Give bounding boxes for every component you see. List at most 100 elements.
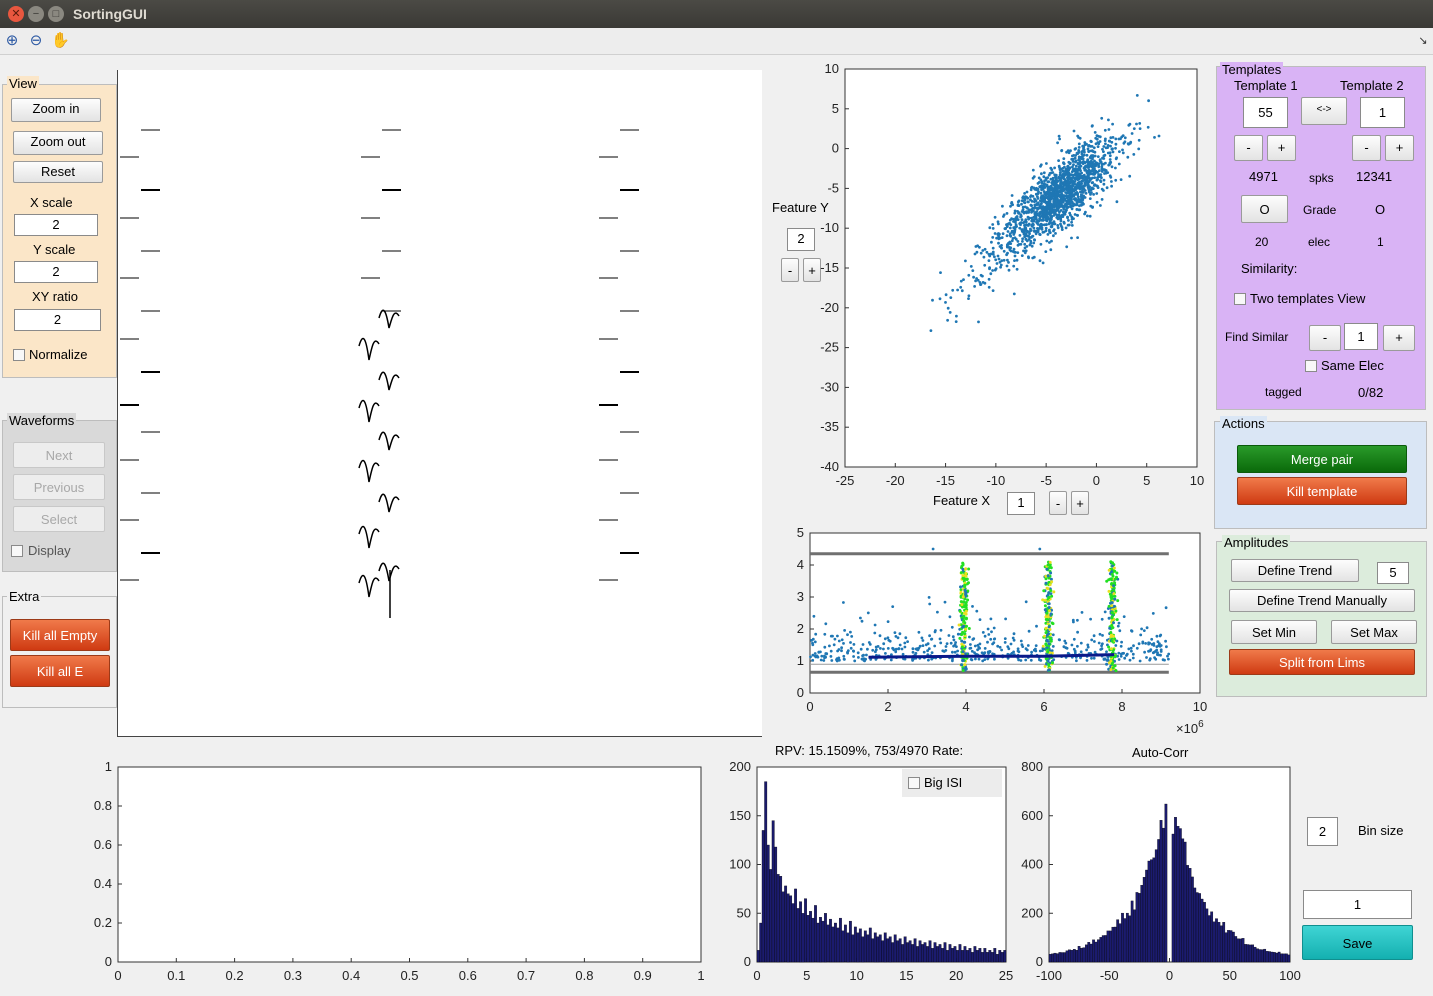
maximize-icon[interactable]: □ xyxy=(48,6,64,22)
scatter-point xyxy=(1069,213,1072,217)
template2-input[interactable]: 1 xyxy=(1360,97,1405,128)
previous-button[interactable]: Previous xyxy=(13,474,105,500)
scatter-point xyxy=(1100,116,1104,120)
scatter-point xyxy=(1117,162,1121,166)
scatter-point xyxy=(1046,196,1050,200)
feature-x-plus-button[interactable]: + xyxy=(1071,491,1089,515)
template1-plus-button[interactable]: + xyxy=(1267,135,1296,161)
y-tick-label: 0.8 xyxy=(94,798,112,813)
feature-y-minus-button[interactable]: - xyxy=(781,258,799,282)
scatter-point xyxy=(1119,178,1123,181)
same-elec-checkbox[interactable] xyxy=(1305,360,1317,372)
y-tick-label: -10 xyxy=(820,220,839,235)
isi-histogram-chart[interactable]: 0 5 10 15 20 25 200 150 100 50 0 xyxy=(720,755,1020,990)
scatter-point xyxy=(1072,197,1076,201)
scatter-point xyxy=(1072,193,1076,196)
dock-arrow-icon[interactable]: ↘ xyxy=(1418,35,1428,47)
amplitude-point xyxy=(906,640,909,643)
isi-bar xyxy=(769,869,773,963)
scatter-point xyxy=(1071,179,1074,183)
trend-value-input[interactable]: 5 xyxy=(1377,562,1409,584)
kill-all-e-button[interactable]: Kill all E xyxy=(10,655,110,687)
amplitude-point xyxy=(1004,617,1007,621)
define-trend-button[interactable]: Define Trend xyxy=(1231,559,1359,582)
scatter-point xyxy=(1016,218,1020,222)
amplitude-point xyxy=(1145,656,1148,659)
reset-button[interactable]: Reset xyxy=(13,161,103,183)
set-max-button[interactable]: Set Max xyxy=(1331,620,1417,644)
zoom-in-icon[interactable]: ⊕ xyxy=(5,32,19,49)
scatter-point xyxy=(1026,206,1029,210)
burst-point xyxy=(961,658,965,662)
two-templates-checkbox[interactable] xyxy=(1234,293,1246,305)
amplitude-point xyxy=(1129,646,1133,650)
next-button[interactable]: Next xyxy=(13,442,105,468)
find-similar-minus-button[interactable]: - xyxy=(1309,325,1341,351)
feature-scatter-chart[interactable]: -25 -20 -15 -10 -5 0 5 10 10 5 0 -5 -10 -15 -20 -25 -30 -… xyxy=(805,60,1210,490)
feature-y-input[interactable]: 2 xyxy=(787,228,815,251)
y-scale-input[interactable]: 2 xyxy=(14,261,98,283)
scatter-point xyxy=(1060,192,1064,196)
bin-size-input[interactable]: 2 xyxy=(1307,817,1338,846)
zoom-in-button[interactable]: Zoom in xyxy=(11,98,101,122)
scatter-point xyxy=(1064,202,1067,206)
template2-plus-button[interactable]: + xyxy=(1385,135,1414,161)
template2-minus-button[interactable]: - xyxy=(1352,135,1381,161)
burst-point xyxy=(963,663,967,667)
amplitude-point xyxy=(887,638,891,642)
autocorr-chart[interactable]: -100 -50 0 50 100 800 600 400 200 0 xyxy=(1010,755,1305,990)
grade-button[interactable]: O xyxy=(1241,195,1288,223)
empty-axes-chart[interactable]: 0 0.1 0.2 0.3 0.4 0.5 0.6 0.7 0.8 0.9 1 1 0.8 0.6 0.4 0… xyxy=(90,755,720,990)
value-input[interactable]: 1 xyxy=(1303,890,1412,919)
set-min-button[interactable]: Set Min xyxy=(1231,620,1317,644)
scatter-point xyxy=(1030,218,1034,222)
big-isi-checkbox[interactable] xyxy=(908,777,920,789)
close-icon[interactable]: ✕ xyxy=(8,6,24,22)
display-checkbox[interactable] xyxy=(11,545,23,557)
save-button[interactable]: Save xyxy=(1302,925,1413,960)
two-templates-label: Two templates View xyxy=(1250,291,1366,306)
autocorr-bar xyxy=(1195,892,1199,963)
scatter-point xyxy=(1024,238,1028,241)
select-button[interactable]: Select xyxy=(13,506,105,532)
zoom-out-icon[interactable]: ⊖ xyxy=(29,32,43,49)
pan-hand-icon[interactable]: ✋ xyxy=(51,32,70,49)
template1-minus-button[interactable]: - xyxy=(1234,135,1263,161)
find-similar-input[interactable]: 1 xyxy=(1344,323,1378,350)
find-similar-plus-button[interactable]: + xyxy=(1383,325,1415,351)
waveforms-panel: Waveforms Next Previous Select Display xyxy=(2,413,117,572)
feature-y-plus-button[interactable]: + xyxy=(803,258,821,282)
similarity-label: Similarity: xyxy=(1241,261,1298,276)
burst-point xyxy=(1041,644,1045,648)
feature-x-minus-button[interactable]: - xyxy=(1049,491,1067,515)
split-from-lims-button[interactable]: Split from Lims xyxy=(1229,649,1415,675)
amplitude-point xyxy=(849,646,853,650)
kill-template-button[interactable]: Kill template xyxy=(1237,477,1407,505)
isi-bar xyxy=(779,876,783,963)
scatter-point xyxy=(987,285,991,289)
waveform-axes[interactable] xyxy=(117,70,762,738)
feature-x-input[interactable]: 1 xyxy=(1007,492,1035,515)
autocorr-bar xyxy=(1178,828,1182,963)
amplitude-point xyxy=(813,640,817,644)
autocorr-bar xyxy=(1222,922,1226,963)
autocorr-bar xyxy=(1094,941,1098,963)
define-trend-manually-button[interactable]: Define Trend Manually xyxy=(1229,589,1415,612)
swap-templates-button[interactable]: <-> xyxy=(1301,97,1347,125)
amplitude-point xyxy=(823,645,827,649)
scatter-point xyxy=(1092,150,1095,153)
template1-input[interactable]: 55 xyxy=(1243,97,1288,128)
merge-pair-button[interactable]: Merge pair xyxy=(1237,445,1407,473)
normalize-checkbox[interactable] xyxy=(13,349,25,361)
scatter-point xyxy=(1138,122,1142,125)
x-scale-input[interactable]: 2 xyxy=(14,214,98,236)
amplitude-point xyxy=(1012,638,1016,642)
zoom-out-button[interactable]: Zoom out xyxy=(13,131,103,155)
xy-ratio-input[interactable]: 2 xyxy=(14,309,101,331)
kill-all-empty-button[interactable]: Kill all Empty xyxy=(10,619,110,651)
scatter-point xyxy=(1053,173,1057,177)
amplitude-point xyxy=(842,601,845,604)
minimize-icon[interactable]: − xyxy=(28,6,44,22)
amplitude-point xyxy=(969,643,972,646)
